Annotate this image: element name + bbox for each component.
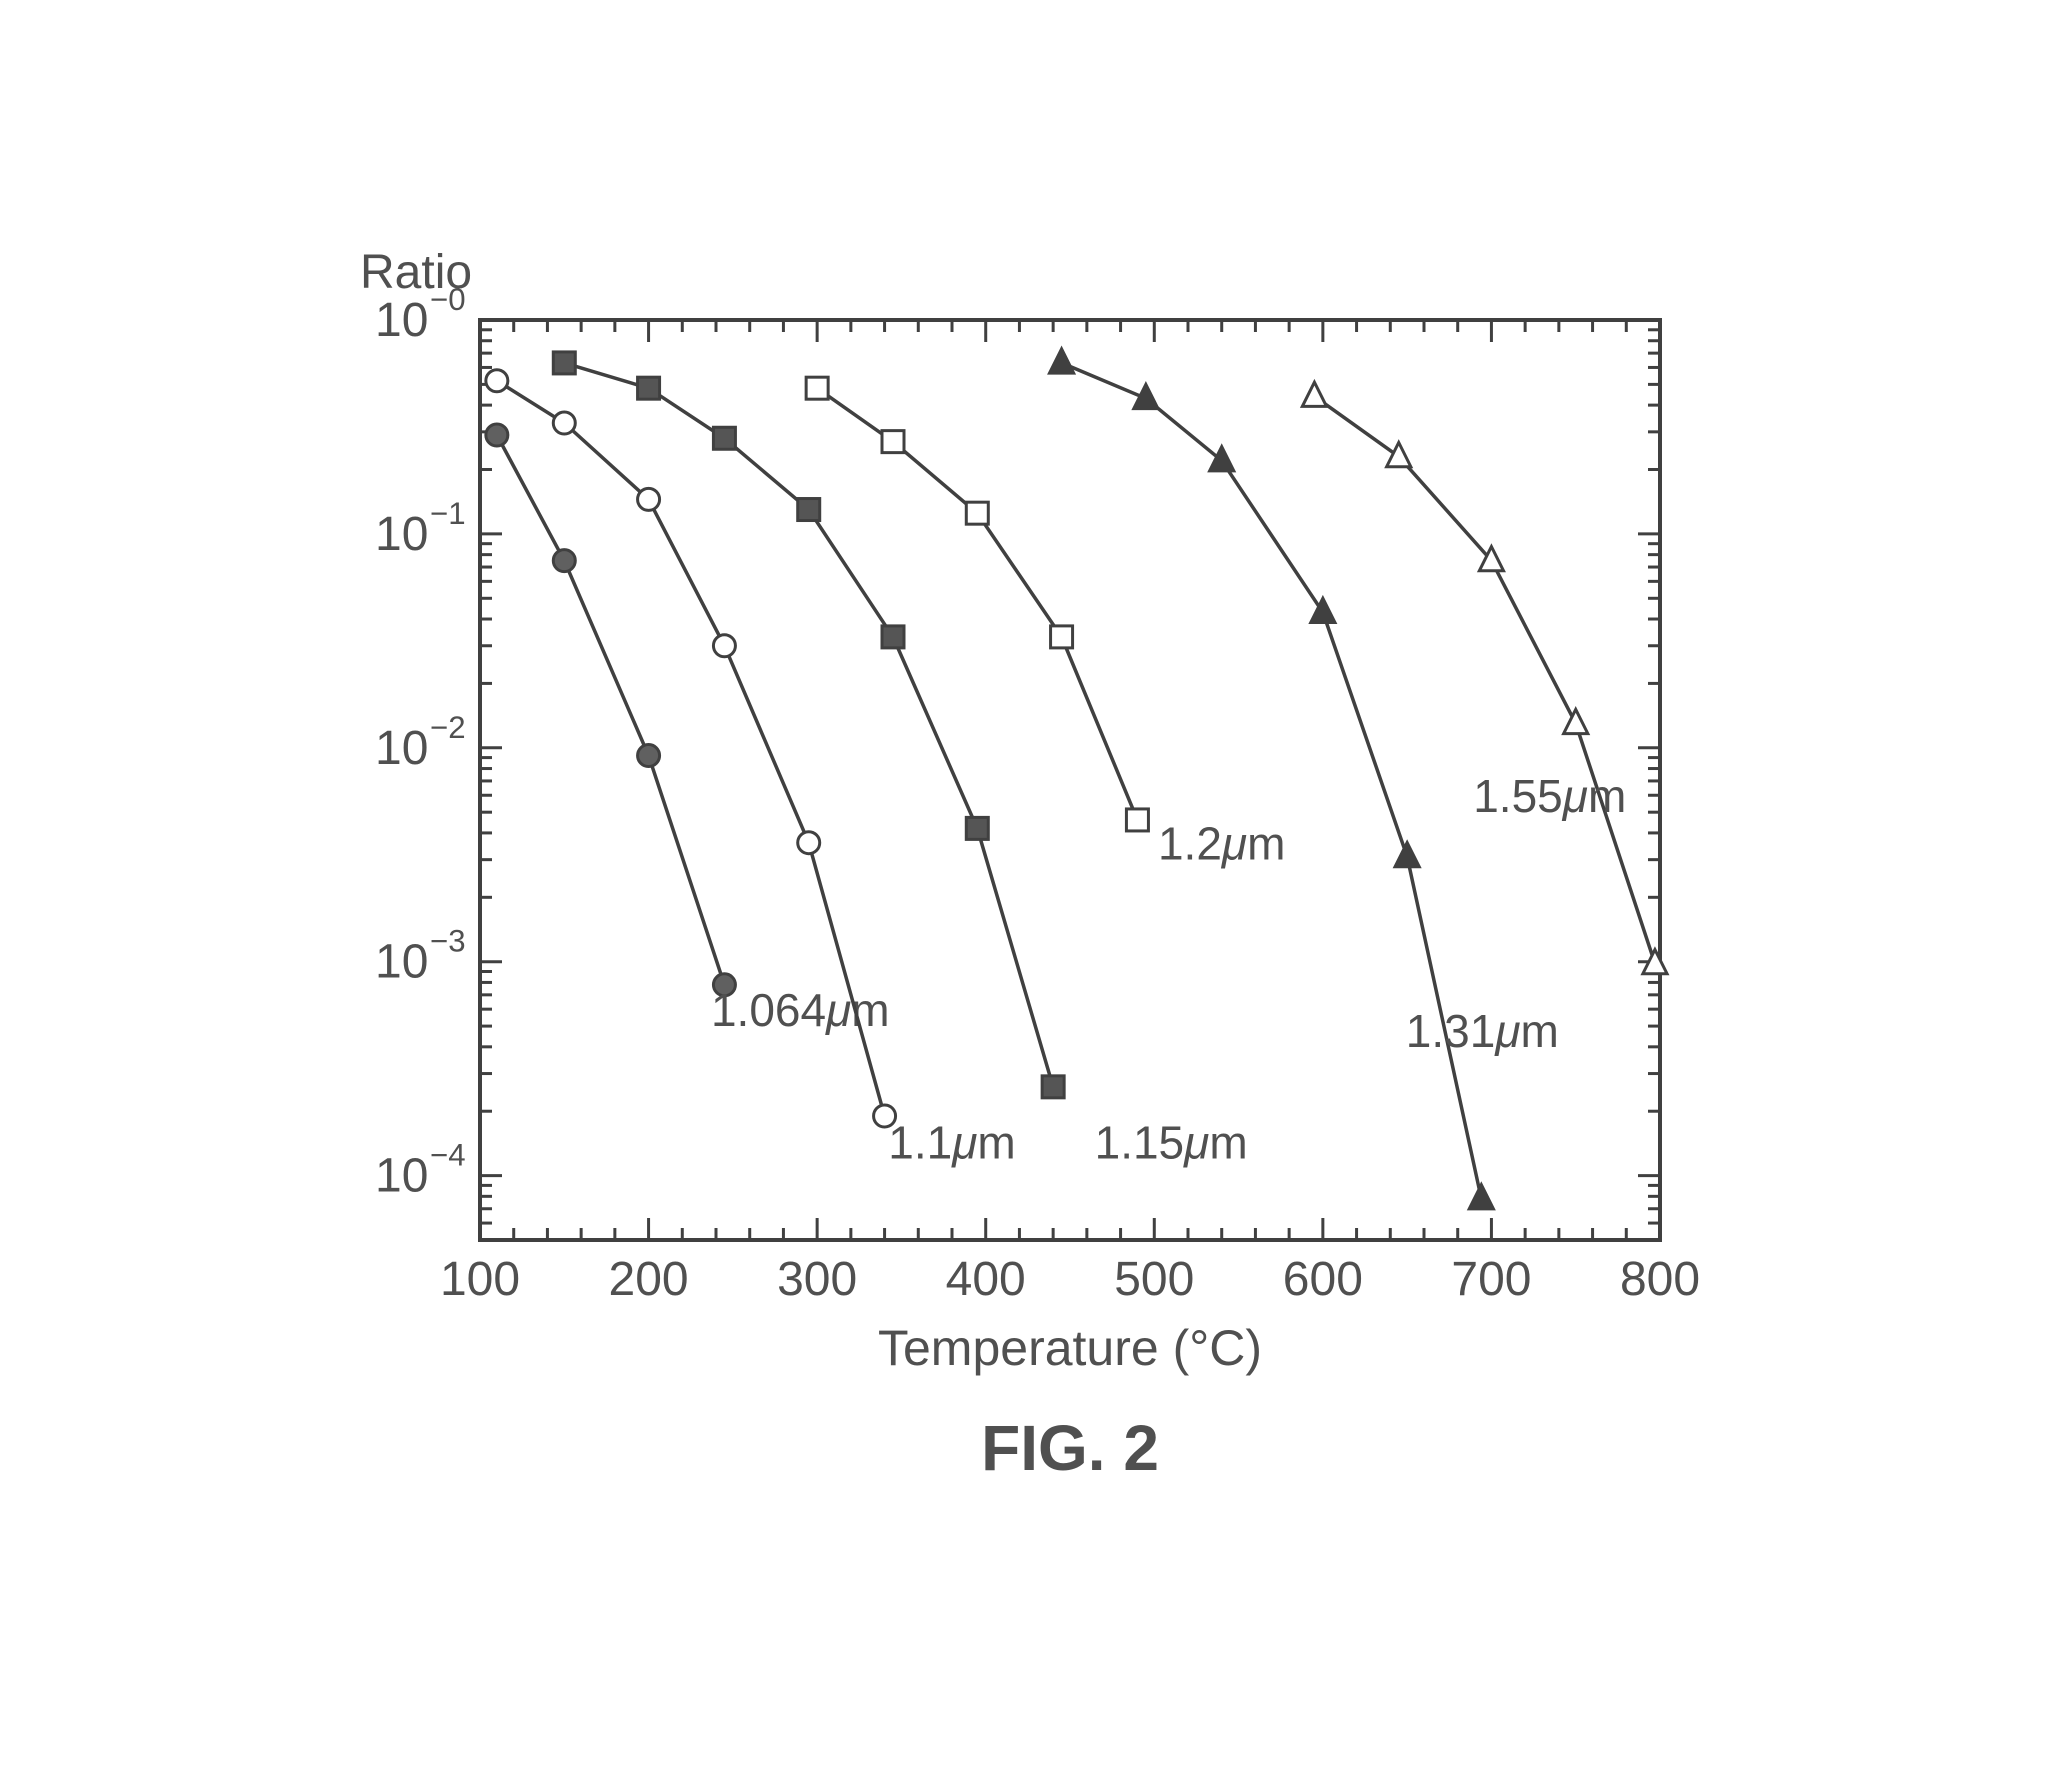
data-marker [1302, 382, 1326, 406]
data-marker [1395, 843, 1419, 867]
data-marker [1126, 809, 1148, 831]
data-marker [1051, 626, 1073, 648]
chart-svg: 10020030040050060070080010−010−110−210−3… [300, 250, 1800, 1650]
data-marker [486, 370, 508, 392]
series-label: 1.064μm [711, 984, 890, 1036]
svg-text:−2: −2 [430, 710, 466, 745]
svg-text:−3: −3 [430, 924, 466, 959]
data-marker [1042, 1076, 1064, 1098]
data-marker [638, 377, 660, 399]
series-label: 1.15μm [1095, 1117, 1248, 1169]
xtick-label: 200 [609, 1253, 689, 1306]
svg-text:10: 10 [375, 936, 428, 989]
series-line [817, 388, 1137, 820]
ytick-label: 10−1 [375, 496, 466, 561]
ytick-label: 10−3 [375, 924, 466, 989]
y-axis-title: Ratio [360, 250, 472, 299]
xtick-label: 300 [777, 1253, 857, 1306]
data-marker [1564, 709, 1588, 733]
series-label: 1.31μm [1406, 1005, 1559, 1057]
xtick-label: 800 [1620, 1253, 1700, 1306]
data-marker [966, 502, 988, 524]
series-line [497, 435, 725, 985]
x-axis-label: Temperature (°C) [878, 1320, 1262, 1376]
data-marker [1387, 442, 1411, 466]
chart-area: 10020030040050060070080010−010−110−210−3… [300, 250, 1800, 1450]
xtick-label: 600 [1283, 1253, 1363, 1306]
data-marker [553, 352, 575, 374]
xtick-label: 100 [440, 1253, 520, 1306]
data-marker [806, 377, 828, 399]
data-marker [882, 626, 904, 648]
data-marker [486, 424, 508, 446]
data-marker [1469, 1185, 1493, 1209]
series-line [1062, 363, 1482, 1199]
ytick-label: 10−2 [375, 710, 466, 775]
data-marker [798, 499, 820, 521]
data-marker [1210, 447, 1234, 471]
ytick-label: 10−4 [375, 1138, 466, 1203]
data-marker [638, 488, 660, 510]
xtick-label: 500 [1114, 1253, 1194, 1306]
data-marker [882, 431, 904, 453]
svg-text:10: 10 [375, 294, 428, 347]
data-marker [553, 412, 575, 434]
xtick-label: 700 [1451, 1253, 1531, 1306]
data-marker [798, 832, 820, 854]
figure-label: FIG. 2 [981, 1412, 1159, 1484]
svg-text:10: 10 [375, 1150, 428, 1203]
figure-container: 10020030040050060070080010−010−110−210−3… [0, 0, 2067, 1791]
series-label: 1.2μm [1158, 818, 1285, 870]
data-marker [966, 817, 988, 839]
xtick-label: 400 [946, 1253, 1026, 1306]
data-marker [553, 550, 575, 572]
data-marker [713, 635, 735, 657]
data-marker [713, 427, 735, 449]
series-label: 1.55μm [1473, 770, 1626, 822]
svg-text:−4: −4 [430, 1138, 466, 1173]
svg-text:10: 10 [375, 722, 428, 775]
series-line [564, 363, 1053, 1087]
svg-text:10: 10 [375, 508, 428, 561]
data-marker [638, 745, 660, 767]
svg-text:−1: −1 [430, 496, 466, 531]
data-marker [1049, 349, 1073, 373]
series-line [1314, 396, 1655, 963]
series-label: 1.1μm [888, 1117, 1015, 1169]
